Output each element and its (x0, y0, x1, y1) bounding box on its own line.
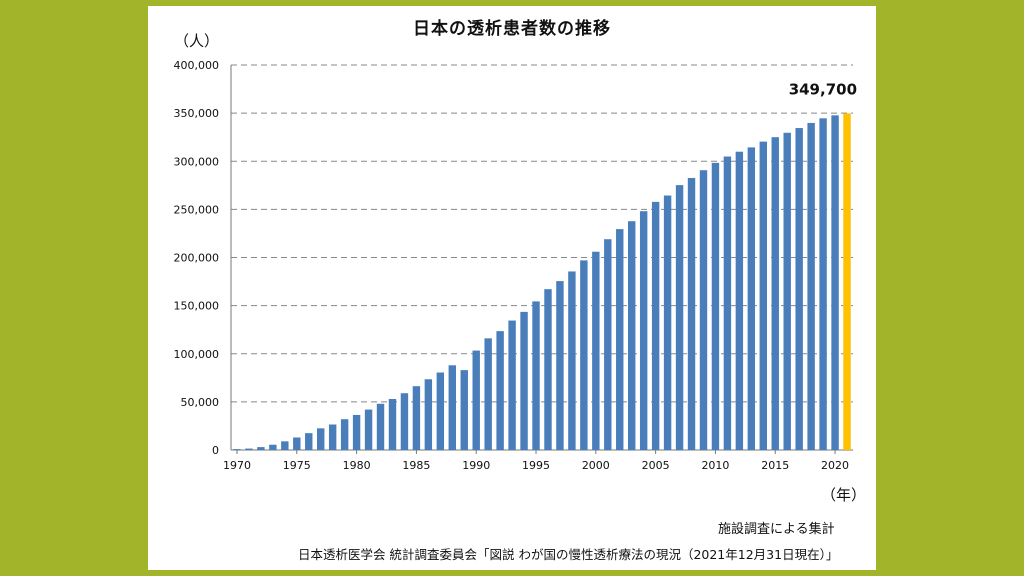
bar (544, 289, 552, 450)
y-tick-label: 400,000 (174, 59, 220, 72)
y-tick-label: 200,000 (174, 252, 220, 265)
source-note: 日本透析医学会 統計調査委員会「図説 わが国の慢性透析療法の現況（2021年12… (298, 547, 839, 562)
bar (783, 132, 791, 450)
x-tick-label: 2015 (761, 459, 789, 472)
value-annotation: 349,700 (789, 80, 857, 98)
bar (687, 177, 696, 450)
bar (568, 271, 576, 450)
x-tick-label: 2020 (821, 459, 849, 472)
bar (472, 350, 480, 450)
y-tick-label: 250,000 (174, 203, 220, 216)
x-tick-label: 1975 (283, 459, 311, 472)
bar (484, 338, 492, 450)
bar (460, 370, 468, 450)
bar (723, 156, 732, 450)
bar (293, 437, 301, 450)
bar (328, 424, 337, 450)
bar (388, 398, 397, 450)
bar (281, 441, 289, 450)
bar (245, 448, 253, 450)
survey-note: 施設調査による集計 (718, 522, 835, 537)
bar (604, 239, 612, 450)
x-tick-label: 2000 (582, 459, 610, 472)
bar-highlight (843, 113, 851, 450)
x-tick-label: 1985 (402, 459, 430, 472)
bar (580, 260, 588, 450)
bar (747, 147, 756, 450)
bar (699, 170, 708, 451)
y-tick-label: 100,000 (174, 348, 220, 361)
bar (364, 409, 373, 450)
bar (436, 372, 445, 450)
bar (795, 128, 803, 450)
bar (592, 251, 600, 450)
bar (556, 281, 564, 450)
bar (400, 393, 409, 450)
bar (317, 428, 325, 450)
chart-panel: 日本の透析患者数の推移 （人） 0 50,000 100,000 150,000 200… (148, 6, 876, 570)
x-axis-unit-label: （年） (821, 486, 867, 504)
bar (412, 386, 421, 450)
x-tick-label: 1995 (522, 459, 550, 472)
bar (819, 118, 827, 450)
y-axis-unit-label: （人） (174, 32, 220, 50)
bar (663, 195, 672, 450)
bar (771, 137, 779, 450)
bar (616, 229, 624, 450)
bar (735, 151, 744, 450)
x-tick-label: 2005 (642, 459, 670, 472)
bar (233, 449, 241, 450)
bar (639, 211, 648, 450)
x-tick-label: 1980 (343, 459, 371, 472)
bar (257, 447, 265, 450)
bar (424, 379, 433, 450)
bar (269, 444, 277, 450)
bar (759, 141, 767, 451)
bar (340, 419, 349, 450)
bar (520, 311, 528, 450)
x-tick-label: 2010 (701, 459, 729, 472)
bar (831, 115, 839, 451)
bar (508, 320, 516, 450)
x-tick-label: 1970 (223, 459, 251, 472)
bar (532, 301, 540, 450)
bar (651, 201, 660, 450)
bar (352, 414, 361, 450)
y-tick-label: 50,000 (181, 396, 220, 409)
y-tick-label: 0 (212, 444, 219, 457)
bar-chart: 0 50,000 100,000 150,000 200,000 250,000 300,0… (174, 59, 858, 472)
y-tick-label: 300,000 (174, 155, 220, 168)
bar (675, 185, 684, 450)
bar (807, 122, 815, 450)
bar (628, 221, 636, 450)
y-tick-label: 150,000 (174, 300, 220, 313)
bar (711, 162, 720, 451)
bar (376, 403, 385, 450)
y-tick-label: 350,000 (174, 107, 220, 120)
bar (305, 433, 313, 450)
x-tick-label: 1990 (462, 459, 490, 472)
chart-title: 日本の透析患者数の推移 (413, 19, 611, 39)
bar (448, 365, 456, 450)
bar (496, 331, 504, 450)
